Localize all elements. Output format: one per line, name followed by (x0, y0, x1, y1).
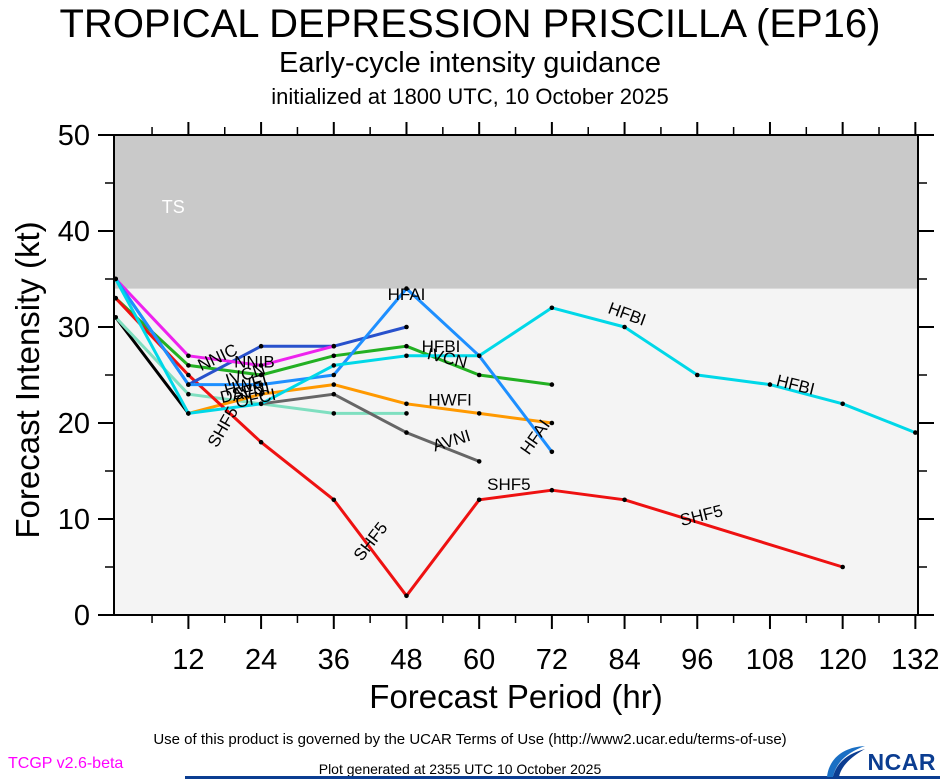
series-line-HFBI (114, 277, 917, 435)
series-HWFI (186, 382, 555, 426)
x-tick-label-36: 36 (318, 644, 350, 676)
series-HFBI (113, 276, 918, 435)
data-point-HFBI-60h (476, 353, 482, 359)
x-axis-title: Forecast Period (hr) (369, 678, 663, 715)
axis-ticks (98, 122, 934, 629)
x-tick-label-12: 12 (172, 644, 204, 676)
data-point-NNIB-36h (331, 343, 337, 349)
data-point-SHF5-72h (549, 487, 555, 493)
data-point-HFBI-120h (840, 401, 845, 407)
plot-generated-text: Plot generated at 2355 UTC 10 October 20… (318, 761, 602, 777)
data-point-HFAI-24h (258, 382, 264, 387)
x-tick-label-60: 60 (463, 644, 495, 676)
data-point-SHF5-60h (476, 497, 482, 503)
logo-rule (185, 776, 940, 779)
y-tick-label-10: 10 (58, 504, 90, 536)
x-tick-label-48: 48 (390, 644, 422, 676)
data-point-NNIC-48h (404, 324, 409, 330)
ncar-swoosh-icon (826, 746, 865, 777)
series-label-HWFI: HWFI (428, 391, 471, 410)
data-point-AVNI-48h (404, 430, 409, 435)
data-point-AVNI-60h (476, 459, 482, 464)
series-line-OFCI (114, 315, 190, 415)
data-point-AVNI-36h (331, 391, 337, 397)
series-AVNI (258, 391, 482, 464)
data-point-HWFI-72h (549, 420, 555, 426)
data-point-NNIB-12h (186, 353, 191, 359)
data-point-HWFI-36h (331, 382, 337, 387)
data-point-HWFI-60h (476, 411, 482, 416)
series-label-SHF5: SHF5 (487, 475, 530, 494)
x-tick-label-108: 108 (746, 644, 794, 676)
series-line-HWFI (186, 383, 554, 425)
y-tick-label-50: 50 (58, 120, 90, 152)
ncar-logo-text: NCAR (867, 748, 936, 775)
data-point-SHF5-12h (186, 372, 191, 378)
data-point-SHF5-36h (331, 497, 337, 503)
data-point-HWFI-24h (258, 391, 264, 397)
data-point-DSF5-48h (404, 411, 409, 416)
data-point-HFBI-36h (331, 363, 337, 368)
data-point-IVCN-24h (258, 372, 264, 378)
data-point-IVCN-60h (476, 372, 482, 378)
data-point-HFBI-108h (767, 382, 773, 387)
y-tick-label-40: 40 (58, 216, 90, 248)
x-tick-label-120: 120 (818, 644, 866, 676)
data-point-HFBI-132h (913, 430, 918, 435)
data-point-IVCN-48h (404, 343, 409, 349)
data-point-IVCN-72h (549, 382, 555, 387)
data-point-HWFI-48h (404, 401, 409, 407)
data-point-HFBI-48h (404, 353, 409, 359)
init-time-line: initialized at 1800 UTC, 10 October 2025 (271, 84, 669, 109)
terms-of-use-text: Use of this product is governed by the U… (153, 731, 787, 748)
series-label-NNIB: NNIB (234, 352, 275, 371)
data-point-HFBI-12h (186, 411, 191, 416)
y-tick-label-20: 20 (58, 408, 90, 440)
series-SHF5 (113, 295, 845, 599)
data-point-HFBI-84h (622, 324, 627, 330)
x-tick-label-84: 84 (608, 644, 640, 676)
ts-band-label: TS (162, 197, 185, 217)
series-line-NNIB (114, 277, 336, 367)
x-tick-label-72: 72 (536, 644, 568, 676)
series-labels: OFCIDSF5AVNIAVNIHWFIHWFIIVCNIVCNSHF5SHF5… (195, 285, 817, 564)
data-point-SHF5-120h (840, 564, 845, 570)
series-label-HFBI: HFBI (422, 337, 461, 356)
x-tick-label-96: 96 (681, 644, 713, 676)
data-point-HFAI-36h (331, 372, 337, 378)
x-tick-labels: 12 24 36 48 60 72 84 96 108 120 132 (172, 644, 939, 676)
page-title: TROPICAL DEPRESSION PRISCILLA (EP16) (59, 2, 881, 46)
data-point-NNIB-24h (258, 363, 264, 368)
ncar-logo: NCAR (824, 744, 936, 780)
data-point-DSF5-12h (186, 391, 191, 397)
data-point-HFBI-72h (549, 305, 555, 311)
series-label-HFAI: HFAI (388, 285, 426, 304)
data-point-HFBI-24h (258, 401, 264, 407)
data-point-IVCN-36h (331, 353, 337, 359)
data-point-NNIC-24h (258, 343, 264, 349)
data-point-HFBI-96h (694, 372, 700, 378)
x-tick-label-24: 24 (245, 644, 277, 676)
tcgp-version-text: TCGP v2.6-beta (8, 755, 124, 772)
data-point-IVCN-12h (186, 363, 191, 368)
y-tick-labels: 0 10 20 30 40 50 (58, 120, 90, 632)
page-subtitle: Early-cycle intensity guidance (278, 47, 661, 79)
data-point-HFAI-48h (404, 286, 409, 291)
data-point-HFAI-12h (186, 382, 191, 387)
y-tick-label-0: 0 (74, 600, 90, 632)
data-point-DSF5-36h (331, 411, 337, 416)
series-line-AVNI (259, 392, 481, 463)
ts-band: TS (114, 135, 918, 289)
y-tick-label-30: 30 (58, 312, 90, 344)
data-point-SHF5-48h (404, 593, 409, 599)
data-point-HFAI-72h (549, 449, 555, 455)
data-point-SHF5-84h (622, 497, 627, 503)
x-tick-label-132: 132 (891, 644, 939, 676)
data-point-SHF5-24h (258, 439, 264, 445)
